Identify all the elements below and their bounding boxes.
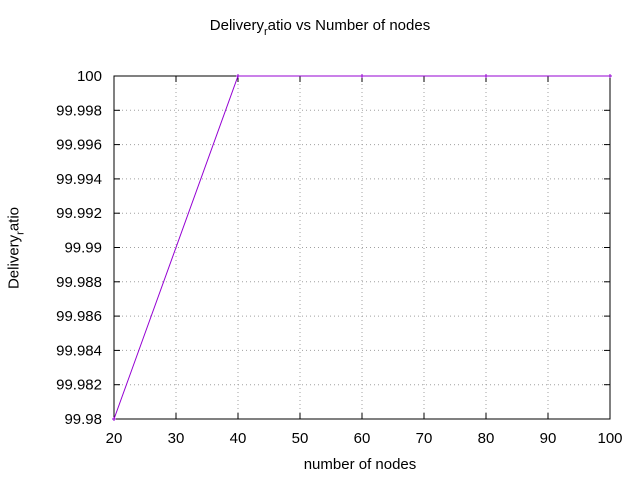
ylabel-suffix: atio <box>5 206 23 232</box>
chart-title: Deliveryratio vs Number of nodes <box>0 17 640 38</box>
y-tick-label: 99.99 <box>64 240 102 257</box>
data-point <box>484 74 488 78</box>
y-tick-label: 99.982 <box>56 377 102 394</box>
x-tick-label: 50 <box>292 430 309 447</box>
x-tick-label: 30 <box>168 430 185 447</box>
y-tick-label: 99.984 <box>56 342 102 359</box>
x-tick-label: 20 <box>106 430 123 447</box>
data-point <box>236 74 240 78</box>
x-tick-label: 60 <box>354 430 371 447</box>
x-tick-label: 100 <box>597 430 622 447</box>
title-prefix: Delivery <box>209 17 264 34</box>
ylabel-prefix: Delivery <box>5 234 23 290</box>
y-tick-label: 99.996 <box>56 137 102 154</box>
data-point <box>112 417 116 421</box>
y-axis-label: Deliveryratio <box>5 206 27 290</box>
y-tick-label: 99.998 <box>56 102 102 119</box>
x-tick-label: 70 <box>416 430 433 447</box>
x-tick-label: 80 <box>478 430 495 447</box>
data-point <box>360 74 364 78</box>
ylabel-subscript: r <box>14 231 27 235</box>
y-tick-label: 99.994 <box>56 171 102 188</box>
y-tick-label: 99.992 <box>56 205 102 222</box>
title-subscript: r <box>263 26 268 38</box>
y-tick-label: 99.986 <box>56 308 102 325</box>
y-tick-label: 99.98 <box>64 411 102 428</box>
x-axis-label: number of nodes <box>303 456 417 473</box>
y-tick-label: 100 <box>77 68 102 85</box>
x-tick-label: 40 <box>230 430 247 447</box>
x-tick-label: 90 <box>540 430 557 447</box>
title-suffix: atio vs Number of nodes <box>267 17 431 34</box>
data-point <box>608 74 612 78</box>
y-tick-label: 99.988 <box>56 274 102 291</box>
